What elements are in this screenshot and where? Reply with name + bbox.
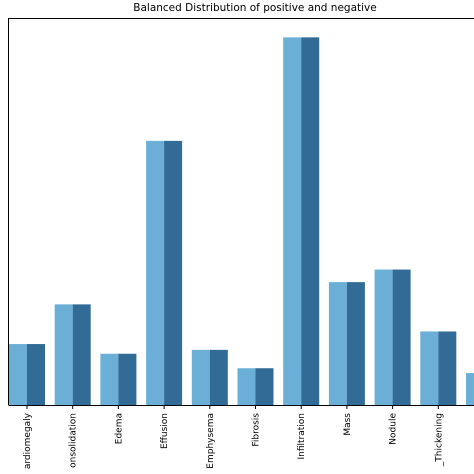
bar [374, 269, 393, 405]
bar [346, 282, 365, 405]
bar [209, 349, 228, 405]
bar [191, 349, 210, 405]
bar [164, 140, 183, 405]
bar [420, 331, 439, 405]
bar [438, 331, 457, 405]
x-tick-label: Effusion [160, 413, 170, 449]
bar [392, 269, 411, 405]
bar [27, 344, 45, 405]
bar [118, 353, 137, 405]
chart-title: Balanced Distribution of positive and ne… [133, 2, 376, 14]
bar [301, 37, 320, 405]
bar [54, 304, 73, 405]
x-tick-label: ardiomegaly [23, 412, 33, 469]
bar [255, 368, 274, 405]
bar [283, 37, 302, 405]
x-tick-label: _Thickening [434, 413, 444, 467]
bar [100, 353, 119, 405]
bar [9, 344, 27, 405]
x-tick-label: Fibrosis [252, 413, 262, 447]
bar [72, 304, 91, 405]
x-tick-label: Edema [114, 413, 124, 444]
x-tick-label: Mass [343, 413, 353, 436]
bar [146, 140, 165, 405]
x-tick-label: Nodule [389, 413, 399, 445]
x-tick-label: Emphysema [206, 413, 216, 469]
x-tick-label: onsolidation [69, 413, 79, 468]
bar [466, 373, 474, 405]
x-tick-label: Infiltration [297, 413, 307, 460]
bar [237, 368, 256, 405]
bar [328, 282, 347, 405]
